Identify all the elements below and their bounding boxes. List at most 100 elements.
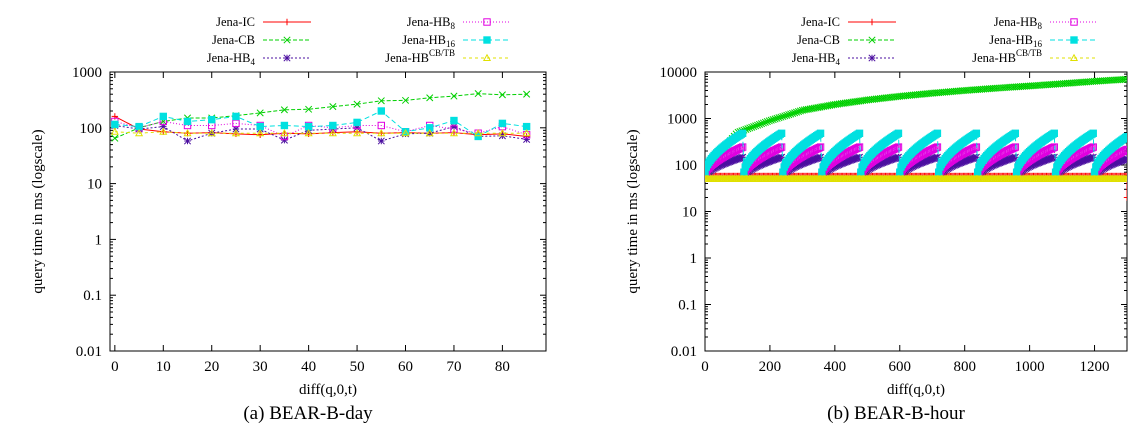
chart-panel-a: 0.01 0.1 1 10 100 1000 0 10 20 30 40 50 60 70 80 diff(q… xyxy=(30,15,547,424)
data-point xyxy=(183,137,192,145)
data-point xyxy=(401,128,410,136)
x-tick-label: 10 xyxy=(156,359,171,375)
data-point xyxy=(750,123,758,131)
data-point xyxy=(1122,75,1127,83)
data-point xyxy=(1122,174,1127,183)
data-point xyxy=(787,110,795,118)
data-point xyxy=(785,111,793,119)
data-point xyxy=(304,122,313,131)
legend-marker xyxy=(868,36,876,44)
data-point xyxy=(1011,143,1020,151)
legend-marker xyxy=(1069,53,1079,62)
data-point xyxy=(207,128,216,137)
legend: Jena-IC Jena-CB Jena-HB4 Jena-HB8 Jena-HB16J… xyxy=(207,15,511,67)
x-tick-label: 20 xyxy=(204,359,219,375)
legend-marker xyxy=(868,18,876,26)
legend-label: Jena-HB16 xyxy=(402,33,455,49)
data-point xyxy=(377,128,386,137)
data-point xyxy=(735,145,743,153)
data-point xyxy=(1120,75,1127,83)
data-point xyxy=(159,127,168,135)
data-point xyxy=(353,128,362,137)
data-point xyxy=(183,117,192,126)
data-point xyxy=(815,143,823,152)
plot-area xyxy=(705,75,1127,201)
y-tick-label: 1000 xyxy=(72,65,102,81)
data-point xyxy=(771,115,779,123)
legend-label: Jena-HB16 xyxy=(989,33,1042,49)
chart-panel-b: 0.01 0.1 1 10 100 1000 10000 0 200 400 600 800 1000 1… xyxy=(625,15,1128,424)
data-point xyxy=(933,129,942,137)
legend-marker xyxy=(483,18,491,26)
x-tick-label: 800 xyxy=(953,359,976,375)
data-point xyxy=(748,123,756,131)
data-point xyxy=(1120,147,1127,155)
series-line xyxy=(114,124,527,142)
data-point xyxy=(932,143,940,152)
data-point xyxy=(450,116,458,125)
x-tick-label: 1200 xyxy=(1080,359,1110,375)
x-tick-label: 60 xyxy=(398,359,413,375)
legend-label: Jena-HB4 xyxy=(792,51,841,67)
data-point xyxy=(474,132,482,141)
data-point xyxy=(894,129,903,137)
data-point xyxy=(498,128,507,137)
data-point xyxy=(816,129,825,137)
data-point xyxy=(816,143,825,151)
legend-label: Jena-IC xyxy=(216,15,255,29)
data-point xyxy=(1123,194,1127,201)
data-point xyxy=(353,118,361,127)
data-point xyxy=(890,145,899,153)
data-point xyxy=(183,128,192,137)
y-tick-label: 0.01 xyxy=(76,344,102,360)
data-point xyxy=(779,112,787,121)
series-line xyxy=(114,110,527,138)
data-point xyxy=(773,114,781,122)
x-tick-label: 70 xyxy=(446,359,461,375)
data-point xyxy=(1119,147,1127,156)
data-point xyxy=(401,128,410,137)
data-point xyxy=(775,144,783,152)
legend-label: Jena-CB xyxy=(797,33,840,47)
data-point xyxy=(761,118,769,126)
data-point xyxy=(752,122,760,130)
data-point xyxy=(737,143,746,152)
data-point xyxy=(789,109,797,117)
data-point xyxy=(736,144,744,152)
data-point xyxy=(450,92,458,100)
data-point xyxy=(774,145,782,153)
series-line xyxy=(114,93,527,139)
data-point xyxy=(705,174,710,183)
legend-label: Jena-HBCB/TB xyxy=(972,48,1042,65)
data-point xyxy=(754,121,762,129)
data-point xyxy=(353,100,361,108)
data-point xyxy=(1011,129,1020,137)
y-axis-label: query time in ms (logscale) xyxy=(30,129,46,293)
legend-marker xyxy=(283,18,291,26)
data-point xyxy=(767,116,775,124)
y-tick-label: 0.01 xyxy=(671,344,697,360)
x-tick-label: 30 xyxy=(253,359,268,375)
legend-marker xyxy=(1070,18,1078,26)
data-point xyxy=(1123,155,1127,163)
data-point xyxy=(772,145,781,154)
data-point xyxy=(280,106,288,114)
x-tick-label: 600 xyxy=(889,359,912,375)
data-point xyxy=(111,134,119,142)
x-tick-label: 80 xyxy=(495,359,510,375)
data-point xyxy=(1089,129,1097,137)
data-point xyxy=(1118,148,1126,156)
data-point xyxy=(811,145,820,154)
data-point xyxy=(738,129,747,137)
data-point xyxy=(970,144,978,152)
data-point xyxy=(498,119,507,128)
data-point xyxy=(232,112,240,121)
data-point xyxy=(328,128,337,137)
data-point xyxy=(329,121,337,130)
data-point xyxy=(305,105,313,113)
data-point xyxy=(304,128,313,137)
data-point xyxy=(775,114,783,122)
x-tick-label: 0 xyxy=(111,359,119,375)
data-point xyxy=(280,128,289,137)
